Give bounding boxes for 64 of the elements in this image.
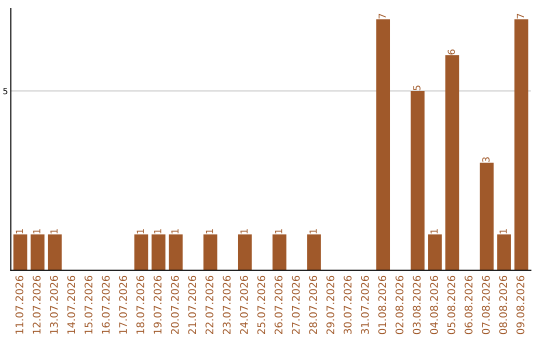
data-label: 1 xyxy=(171,229,178,234)
x-tick-label: 30.07.2026 xyxy=(344,276,352,334)
x-tick-label: 20.07.2026 xyxy=(170,276,179,334)
data-label: 5 xyxy=(413,86,420,90)
x-tick-label: 02.08.2026 xyxy=(396,276,404,334)
data-label: 7 xyxy=(516,14,524,18)
x-tick-label: 09.08.2026 xyxy=(516,276,524,334)
x-tick-label: 31.07.2026 xyxy=(360,276,369,334)
data-label: 1 xyxy=(206,229,214,234)
bar xyxy=(514,19,528,270)
x-tick-label: 16.07.2026 xyxy=(102,276,110,334)
bar xyxy=(376,19,390,270)
x-tick-label: 15.07.2026 xyxy=(84,276,92,334)
data-label: 7 xyxy=(378,14,386,18)
bar xyxy=(480,162,494,270)
data-label: 1 xyxy=(16,229,23,234)
data-label: 6 xyxy=(448,50,456,54)
bar xyxy=(13,234,28,270)
x-tick-label: 13.07.2026 xyxy=(50,276,58,334)
x-tick-label: 21.07.2026 xyxy=(188,276,196,334)
x-tick-label: 17.07.2026 xyxy=(119,276,127,334)
x-tick-label: 24.07.2026 xyxy=(240,276,248,334)
bar xyxy=(134,234,148,270)
data-label: 1 xyxy=(136,229,144,234)
x-tick-label: 14.07.2026 xyxy=(67,276,76,334)
bar xyxy=(30,234,44,270)
x-tick-label: 05.08.2026 xyxy=(447,276,456,334)
bar xyxy=(203,234,218,270)
x-tick-label: 22.07.2026 xyxy=(205,276,214,334)
bar xyxy=(272,234,286,270)
x-tick-label: 25.07.2026 xyxy=(257,276,266,334)
x-tick-label: 03.08.2026 xyxy=(412,276,421,334)
bar xyxy=(428,234,442,270)
data-label: 1 xyxy=(430,229,438,234)
x-tick-label: 01.08.2026 xyxy=(378,276,386,334)
bar xyxy=(307,234,321,270)
x-tick-label: 11.07.2026 xyxy=(15,276,24,334)
x-tick-label: 06.08.2026 xyxy=(464,276,473,334)
data-label: 3 xyxy=(482,157,490,162)
bar xyxy=(410,90,425,270)
bar xyxy=(168,234,183,270)
bar xyxy=(152,234,166,270)
x-tick-label: 19.07.2026 xyxy=(154,276,162,334)
bar xyxy=(445,55,460,270)
x-tick-label: 07.08.2026 xyxy=(482,276,490,334)
data-label: 1 xyxy=(240,229,248,234)
bar xyxy=(238,234,252,270)
x-tick-label: 26.07.2026 xyxy=(274,276,282,334)
data-label: 1 xyxy=(500,229,507,234)
bar xyxy=(48,234,62,270)
bar xyxy=(497,234,511,270)
data-label: 1 xyxy=(275,229,282,234)
data-label: 1 xyxy=(310,229,317,234)
x-tick-label: 29.07.2026 xyxy=(326,276,334,334)
x-tick-label: 08.08.2026 xyxy=(499,276,508,334)
x-tick-label: 28.07.2026 xyxy=(309,276,318,334)
data-label: 1 xyxy=(50,229,58,234)
x-tick-label: 04.08.2026 xyxy=(430,276,438,334)
x-tick-label: 12.07.2026 xyxy=(32,276,41,334)
x-tick-label: 23.07.2026 xyxy=(222,276,231,334)
data-label: 1 xyxy=(154,229,162,234)
data-label: 1 xyxy=(33,229,40,234)
x-tick-label: 27.07.2026 xyxy=(292,276,300,334)
x-tick-label: 18.07.2026 xyxy=(136,276,144,334)
